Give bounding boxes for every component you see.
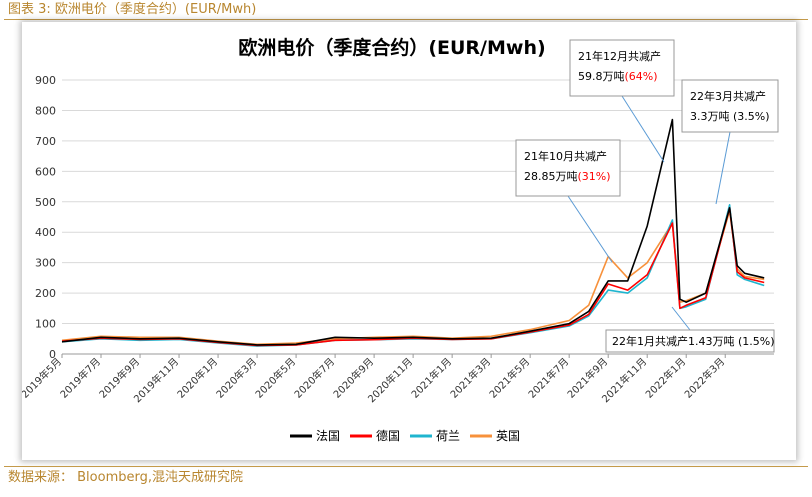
x-tick-label: 2020年1月 xyxy=(174,355,220,401)
figure-title: 图表 3: 欧洲电价（季度合约）(EUR/Mwh) xyxy=(4,0,808,20)
y-tick-label: 500 xyxy=(35,196,56,209)
annotation-text: 21年10月共减产 xyxy=(524,149,607,163)
legend-label-2: 荷兰 xyxy=(436,429,460,443)
legend-label-1: 德国 xyxy=(376,428,400,443)
series-line-3 xyxy=(61,210,765,346)
annotation-highlight: (31%) xyxy=(578,170,611,183)
legend-label-0: 法国 xyxy=(316,429,340,443)
x-tick-label: 2022年3月 xyxy=(682,355,728,401)
annotation-text: 22年1月共减产1.43万吨 (1.5%) xyxy=(612,334,775,348)
source-note: 数据来源： Bloomberg,混沌天成研究院 xyxy=(4,466,808,497)
series-line-2 xyxy=(61,204,765,347)
x-tick-label: 2021年1月 xyxy=(408,355,454,401)
annotation-box xyxy=(605,329,775,353)
x-tick-label: 2021年7月 xyxy=(525,355,571,401)
legend-label-3: 英国 xyxy=(496,429,520,443)
annotation-text: 28.85万吨(31%) xyxy=(524,170,611,183)
annotation-arrow xyxy=(715,131,731,205)
y-tick-label: 0 xyxy=(49,348,56,361)
x-tick-label: 2019年5月 xyxy=(22,355,64,401)
annotation-arrow xyxy=(621,95,665,163)
annotation-text: 21年12月共减产 xyxy=(578,49,661,63)
annotation-arrow xyxy=(671,306,691,331)
y-tick-label: 700 xyxy=(35,135,56,148)
y-tick-label: 300 xyxy=(35,257,56,270)
x-tick-label: 2019年7月 xyxy=(57,355,103,401)
y-tick-label: 200 xyxy=(35,287,56,300)
y-tick-label: 600 xyxy=(35,165,56,178)
x-tick-label: 2021年3月 xyxy=(447,355,493,401)
x-tick-label: 2020年5月 xyxy=(252,355,298,401)
annotation-arrow xyxy=(567,195,613,263)
annotation-text: 22年3月共减产 xyxy=(690,89,766,103)
annotation-highlight: (64%) xyxy=(625,70,658,83)
y-tick-label: 800 xyxy=(35,104,56,117)
series-line-0 xyxy=(61,118,765,346)
y-tick-label: 900 xyxy=(35,74,56,87)
annotation-box xyxy=(569,39,675,97)
x-tick-label: 2020年3月 xyxy=(213,355,259,401)
y-tick-label: 400 xyxy=(35,226,56,239)
annotation-box xyxy=(681,79,779,133)
annotation-text: 59.8万吨(64%) xyxy=(578,70,658,83)
x-tick-label: 2022年1月 xyxy=(643,355,689,401)
x-tick-label: 2020年7月 xyxy=(291,355,337,401)
annotation-box xyxy=(515,139,621,197)
chart-panel: 欧洲电价（季度合约）(EUR/Mwh) 0 100 200 300 400 500 600 70… xyxy=(22,22,796,460)
price-chart: 欧洲电价（季度合约）(EUR/Mwh) 0 100 200 300 400 500 600 70… xyxy=(22,36,779,443)
annotation-text: 3.3万吨 (3.5%) xyxy=(690,110,770,123)
chart-title: 欧洲电价（季度合约）(EUR/Mwh) xyxy=(238,36,545,59)
series-line-1 xyxy=(61,207,765,347)
y-tick-label: 100 xyxy=(35,318,56,331)
x-tick-label: 2021年5月 xyxy=(486,355,532,401)
